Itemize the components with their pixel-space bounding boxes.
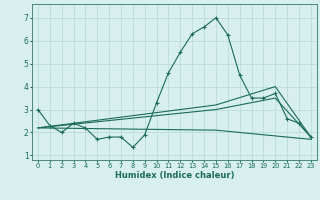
X-axis label: Humidex (Indice chaleur): Humidex (Indice chaleur) bbox=[115, 171, 234, 180]
